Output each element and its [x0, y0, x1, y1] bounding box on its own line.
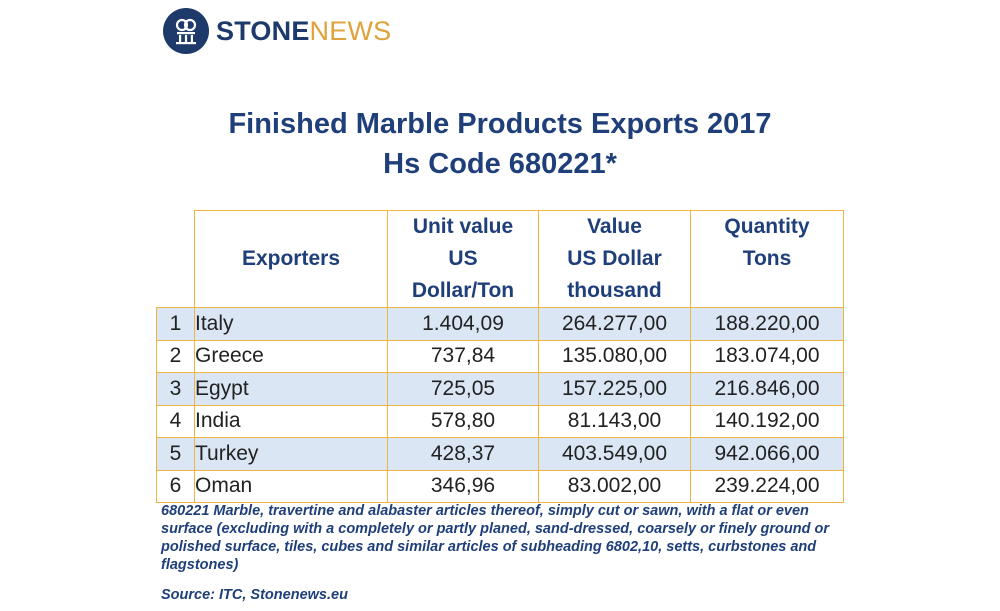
table-row: 3 Egypt 725,05 157.225,00 216.846,00 — [156, 372, 844, 406]
exporter-cell: India — [194, 404, 388, 438]
value-cell: 135.080,00 — [538, 339, 691, 373]
rank-cell: 5 — [156, 437, 195, 471]
header-value: Value US Dollar thousand — [538, 210, 691, 308]
exporter-cell: Greece — [194, 339, 388, 373]
rank-cell: 4 — [156, 404, 195, 438]
exporter-cell: Italy — [194, 307, 388, 341]
quantity-cell: 239.224,00 — [690, 469, 844, 503]
exports-table: Exporters Unit value US Dollar/Ton Value… — [156, 210, 844, 503]
value-cell: 81.143,00 — [538, 404, 691, 438]
value-cell: 403.549,00 — [538, 437, 691, 471]
logo-wordmark: STONENEWS — [216, 15, 392, 46]
value-cell: 157.225,00 — [538, 372, 691, 406]
source-note: Source: ITC, Stonenews.eu — [161, 587, 348, 603]
quantity-cell: 183.074,00 — [690, 339, 844, 373]
value-cell: 83.002,00 — [538, 469, 691, 503]
value-cell: 264.277,00 — [538, 307, 691, 341]
header-quantity: Quantity Tons — [690, 210, 844, 308]
quantity-cell: 140.192,00 — [690, 404, 844, 438]
table-row: 5 Turkey 428,37 403.549,00 942.066,00 — [156, 437, 844, 471]
table-row: 6 Oman 346,96 83.002,00 239.224,00 — [156, 469, 844, 503]
page-title: Finished Marble Products Exports 2017 — [228, 108, 772, 140]
rank-cell: 1 — [156, 307, 195, 341]
unit-value-cell: 346,96 — [387, 469, 539, 503]
table-row: 2 Greece 737,84 135.080,00 183.074,00 — [156, 339, 844, 373]
exporter-cell: Egypt — [194, 372, 388, 406]
footnote: 680221 Marble, travertine and alabaster … — [161, 503, 829, 573]
rank-cell: 6 — [156, 469, 195, 503]
quantity-cell: 216.846,00 — [690, 372, 844, 406]
quantity-cell: 188.220,00 — [690, 307, 844, 341]
exporter-cell: Oman — [194, 469, 388, 503]
table-row: 1 Italy 1.404,09 264.277,00 188.220,00 — [156, 307, 844, 341]
quantity-cell: 942.066,00 — [690, 437, 844, 471]
table-row: 4 India 578,80 81.143,00 140.192,00 — [156, 404, 844, 438]
unit-value-cell: 737,84 — [387, 339, 539, 373]
header-exporters: Exporters — [194, 210, 388, 308]
header-rank-blank — [156, 210, 195, 308]
rank-cell: 2 — [156, 339, 195, 373]
exporter-cell: Turkey — [194, 437, 388, 471]
header-unit-value: Unit value US Dollar/Ton — [387, 210, 539, 308]
page-subtitle: Hs Code 680221* — [383, 148, 617, 180]
unit-value-cell: 428,37 — [387, 437, 539, 471]
stonenews-logo[interactable]: STONENEWS — [163, 8, 391, 54]
unit-value-cell: 1.404,09 — [387, 307, 539, 341]
rank-cell: 3 — [156, 372, 195, 406]
unit-value-cell: 725,05 — [387, 372, 539, 406]
unit-value-cell: 578,80 — [387, 404, 539, 438]
stonenews-logo-icon — [163, 8, 209, 54]
